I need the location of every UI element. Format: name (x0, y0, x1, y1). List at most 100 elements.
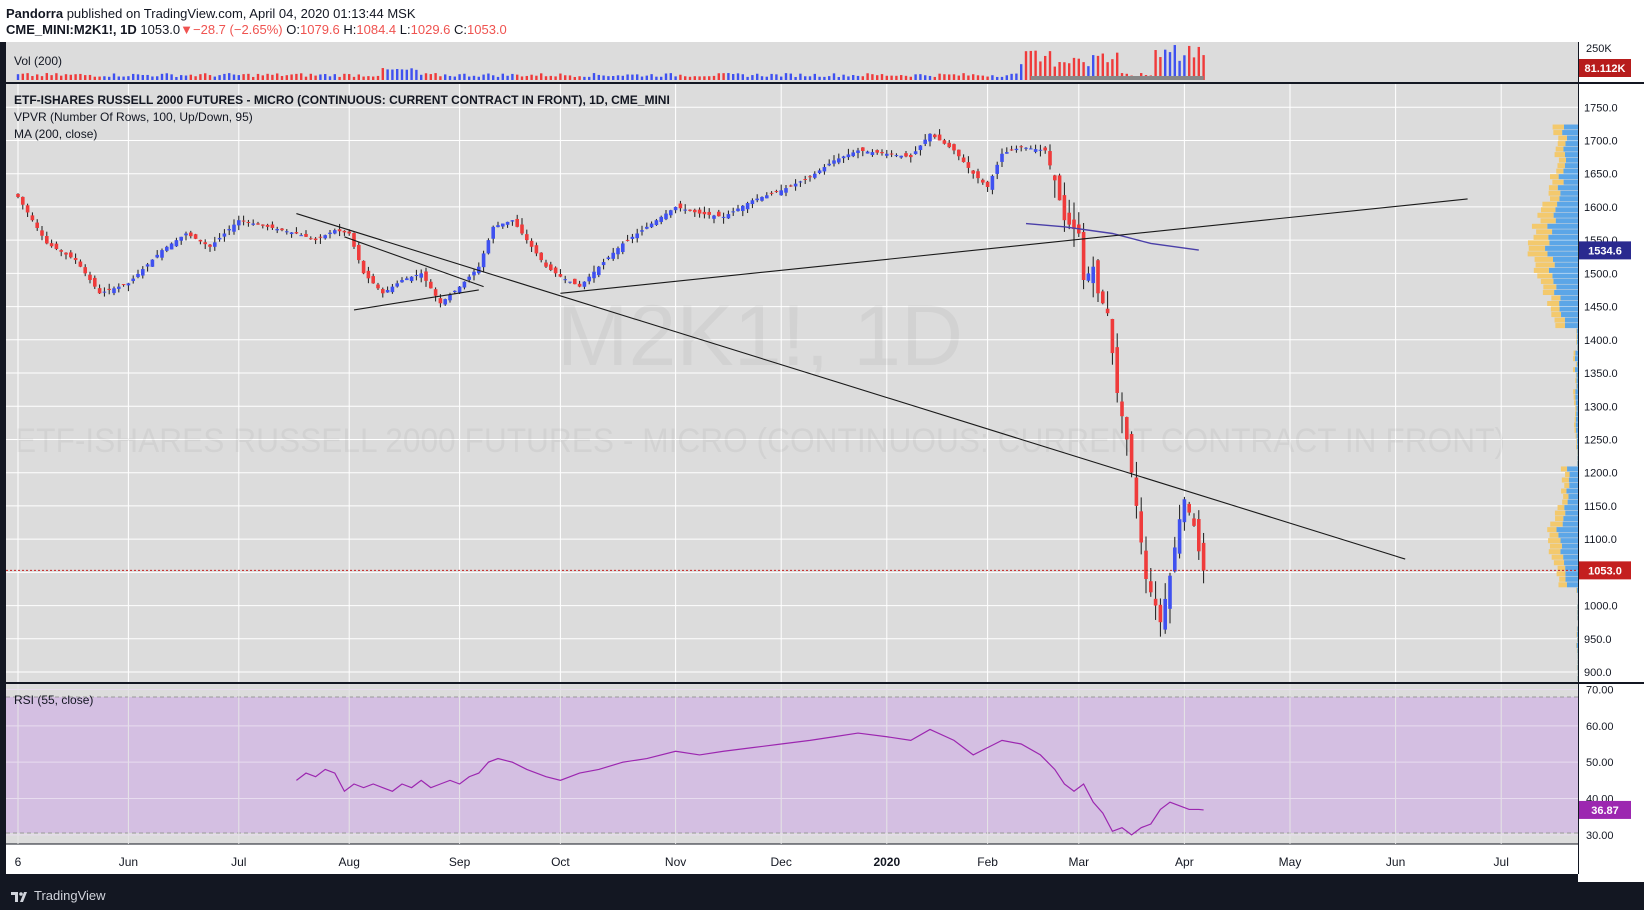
vpvr-down-row (1561, 488, 1567, 494)
volume-bar (520, 76, 524, 80)
candle-body (462, 281, 467, 288)
candle-body (467, 276, 471, 280)
price-tick-label: 1250.0 (1584, 434, 1618, 446)
volume-bar (636, 74, 639, 80)
high-value: 1084.4 (356, 22, 397, 37)
vpvr-down-row (1554, 152, 1565, 158)
candle-body (669, 210, 673, 216)
candle-body (520, 224, 524, 234)
candle-body (501, 223, 505, 227)
vpvr-up-row (1560, 549, 1578, 555)
volume-bar (50, 75, 53, 80)
vpvr-up-row (1562, 130, 1578, 136)
vpvr-up-row (1547, 223, 1578, 229)
trend-line[interactable] (560, 198, 1468, 294)
candle-body (592, 271, 596, 279)
candle-body (1005, 152, 1009, 154)
volume-bar (535, 75, 538, 80)
vpvr-down-row (1555, 516, 1564, 522)
vpvr-legend[interactable]: VPVR (Number Of Rows, 100, Up/Down, 95) (14, 110, 253, 124)
candle-body (424, 271, 428, 281)
author-name[interactable]: Pandorra (6, 6, 64, 21)
volume-bar (895, 75, 898, 80)
volume-bar (1044, 55, 1047, 80)
candle-body (78, 261, 83, 267)
candle-body (246, 221, 251, 223)
chart-canvas[interactable]: M2K1!, 1D ETF-ISHARES RUSSELL 2000 FUTURE… (0, 42, 1644, 882)
volume-bar (1077, 58, 1080, 80)
vpvr-up-row (1566, 135, 1578, 141)
vpvr-down-row (1553, 130, 1563, 136)
vpvr-down-row (1548, 190, 1561, 196)
vpvr-down-row (1560, 466, 1568, 472)
vpvr-up-row (1577, 664, 1578, 671)
vpvr-down-row (1559, 576, 1566, 582)
volume-bar (1164, 49, 1167, 80)
trend-line[interactable] (344, 236, 484, 288)
vpvr-down-row (1576, 444, 1577, 450)
volume-bar (237, 75, 240, 80)
symbol-line: CME_MINI:M2K1!, 1D 1053.0▼−28.7 (−2.65%)… (6, 22, 507, 37)
rsi-tick-label: 30.00 (1586, 830, 1614, 842)
ma-legend[interactable]: MA (200, close) (14, 127, 97, 141)
candle-body (664, 213, 668, 220)
volume-bar (357, 74, 360, 80)
volume-bar (376, 75, 380, 80)
candle-body (544, 262, 548, 267)
vpvr-up-row (1576, 383, 1578, 389)
volume-bar (386, 69, 389, 80)
candle-body (390, 286, 395, 293)
vpvr-up-row (1577, 455, 1578, 461)
candle-body (630, 236, 635, 239)
high-label: H: (343, 22, 357, 37)
volume-bar (712, 75, 716, 80)
main-pane[interactable] (6, 84, 1578, 682)
volume-bar (439, 76, 442, 80)
volume-bar (69, 74, 72, 80)
volume-bar (660, 76, 663, 80)
candle-body (102, 291, 107, 293)
volume-bar (156, 76, 159, 80)
trend-line[interactable] (353, 289, 479, 311)
candle-body (885, 153, 889, 156)
candle-body (1163, 598, 1167, 630)
candle-body (673, 206, 678, 211)
candle-body (635, 233, 639, 239)
candle-body (688, 209, 692, 211)
volume-bar (530, 74, 533, 80)
candle-body (189, 232, 193, 237)
candle-body (774, 191, 779, 193)
symbol-name[interactable]: CME_MINI:M2K1!, 1D (6, 22, 137, 37)
vpvr-up-row (1565, 565, 1578, 571)
vpvr-up-row (1560, 538, 1578, 544)
price-axis[interactable] (1578, 42, 1644, 882)
volume-bar (84, 75, 87, 80)
volume-bar (1063, 62, 1066, 80)
volume-bar (568, 75, 572, 80)
candle-body (697, 209, 702, 214)
volume-bar (1106, 62, 1109, 80)
candle-body (107, 288, 111, 290)
time-tick-label: 6 (15, 855, 22, 869)
x-axis-strip[interactable] (6, 844, 1578, 874)
volume-bar (184, 75, 188, 80)
volume-bar (804, 76, 807, 80)
volume-bar (458, 74, 461, 80)
volume-bar (146, 74, 149, 80)
candle-body (1192, 518, 1196, 526)
vpvr-down-row (1552, 179, 1564, 185)
candle-body (601, 262, 606, 266)
footer-brand[interactable]: TradingView (34, 888, 106, 903)
time-tick-label: Feb (977, 855, 998, 869)
tradingview-logo-icon (11, 892, 27, 902)
vpvr-down-row (1535, 262, 1555, 268)
candle-body (30, 215, 35, 221)
candle-body (1024, 147, 1028, 149)
candle-body (981, 179, 985, 183)
published-text: published on TradingView.com, April 04, … (66, 6, 416, 21)
candle-body (174, 240, 179, 247)
trend-line[interactable] (296, 213, 1406, 560)
vpvr-down-row (1533, 234, 1549, 240)
volume-bar (852, 75, 855, 80)
candle-body (990, 175, 995, 190)
